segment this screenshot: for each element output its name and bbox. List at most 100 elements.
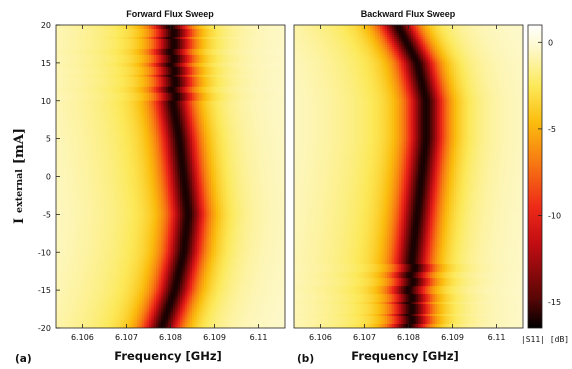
heatmap-cell: [268, 34, 272, 38]
heatmap-cell: [84, 52, 88, 56]
heatmap-cell: [244, 44, 248, 48]
heatmap-cell: [82, 50, 86, 54]
heatmap-cell: [153, 50, 157, 54]
heatmap-cell: [201, 58, 205, 62]
heatmap-cell: [253, 82, 257, 86]
heatmap-cell: [232, 78, 236, 82]
heatmap-cell: [201, 84, 205, 88]
heatmap-cell: [263, 54, 267, 58]
heatmap-cell: [213, 64, 217, 68]
heatmap-cell: [187, 72, 191, 76]
heatmap-cell: [125, 50, 129, 54]
heatmap-cell: [191, 78, 195, 82]
heatmap-cell: [67, 30, 71, 34]
heatmap-cell: [91, 34, 95, 38]
heatmap-cell: [275, 86, 279, 90]
heatmap-cell: [253, 76, 257, 80]
heatmap-cell: [251, 86, 255, 90]
heatmap-cell: [84, 28, 88, 32]
heatmap-cell: [137, 86, 141, 90]
heatmap-cell: [60, 54, 64, 58]
heatmap-cell: [172, 86, 176, 90]
heatmap-cell: [282, 66, 285, 70]
heatmap-cell: [63, 72, 67, 76]
heatmap-cell: [172, 26, 176, 30]
heatmap-cell: [184, 38, 188, 42]
heatmap-cell: [184, 68, 188, 72]
heatmap-cell: [65, 74, 69, 78]
heatmap-cell: [134, 58, 138, 62]
heatmap-cell: [211, 26, 215, 30]
heatmap-cell: [160, 56, 164, 60]
heatmap-cell: [277, 36, 281, 40]
heatmap-cell: [265, 26, 269, 30]
heatmap-cell: [258, 66, 262, 70]
heatmap-cell: [137, 78, 141, 82]
heatmap-cell: [222, 42, 226, 46]
heatmap-cell: [125, 60, 129, 64]
heatmap-cell: [77, 54, 81, 58]
heatmap-cell: [129, 46, 133, 50]
heatmap-cell: [137, 26, 141, 30]
heatmap-cell: [282, 40, 285, 44]
heatmap-cell: [196, 46, 200, 50]
heatmap-cell: [79, 82, 83, 86]
heatmap-cell: [79, 76, 83, 80]
heatmap-cell: [113, 60, 117, 64]
heatmap-cell: [158, 34, 162, 38]
heatmap-cell: [225, 68, 229, 72]
heatmap-cell: [170, 38, 174, 42]
heatmap-cell: [277, 48, 281, 52]
heatmap-cell: [263, 40, 267, 44]
heatmap-cell: [98, 30, 102, 34]
heatmap-cell: [132, 46, 136, 50]
heatmap-cell: [72, 26, 76, 30]
heatmap-cell: [91, 28, 95, 32]
heatmap-cell: [232, 88, 236, 92]
heatmap-cell: [182, 36, 186, 40]
heatmap-cell: [232, 42, 236, 46]
heatmap-cell: [72, 88, 76, 92]
heatmap-cell: [65, 50, 69, 54]
heatmap-cell: [153, 52, 157, 56]
heatmap-cell: [79, 64, 83, 68]
heatmap-cell: [129, 60, 133, 64]
heatmap-cell: [158, 62, 162, 66]
heatmap-cell: [129, 68, 133, 72]
heatmap-cell: [134, 84, 138, 88]
heatmap-cell: [251, 52, 255, 56]
heatmap-cell: [70, 32, 74, 36]
heatmap-cell: [251, 36, 255, 40]
heatmap-cell: [129, 72, 133, 76]
heatmap-cell: [182, 42, 186, 46]
heatmap-cell: [98, 78, 102, 82]
heatmap-cell: [87, 74, 90, 78]
heatmap-cell: [72, 50, 76, 54]
heatmap-cell: [110, 34, 114, 38]
heatmap-cell: [277, 40, 281, 44]
heatmap-cell: [160, 72, 164, 76]
heatmap-cell: [122, 82, 126, 86]
heatmap-cell: [70, 36, 74, 40]
heatmap-cell: [63, 56, 67, 60]
heatmap-cell: [246, 25, 250, 28]
heatmap-cell: [170, 84, 174, 88]
heatmap-cell: [273, 80, 277, 84]
heatmap-cell: [175, 26, 179, 30]
heatmap-cell: [215, 54, 219, 58]
heatmap-cell: [106, 44, 110, 48]
heatmap-cell: [273, 82, 277, 86]
heatmap-cell: [91, 60, 95, 64]
heatmap-cell: [77, 58, 81, 62]
heatmap-cell: [203, 84, 207, 88]
heatmap-cell: [129, 62, 133, 66]
heatmap-cell: [170, 56, 174, 60]
heatmap-cell: [251, 74, 255, 78]
heatmap-cell: [251, 50, 255, 54]
heatmap-cell: [196, 68, 200, 72]
heatmap-cell: [87, 78, 90, 82]
heatmap-cell: [213, 62, 217, 66]
heatmap-cell: [242, 88, 246, 92]
heatmap-cell: [77, 28, 81, 32]
heatmap-cell: [101, 60, 105, 64]
